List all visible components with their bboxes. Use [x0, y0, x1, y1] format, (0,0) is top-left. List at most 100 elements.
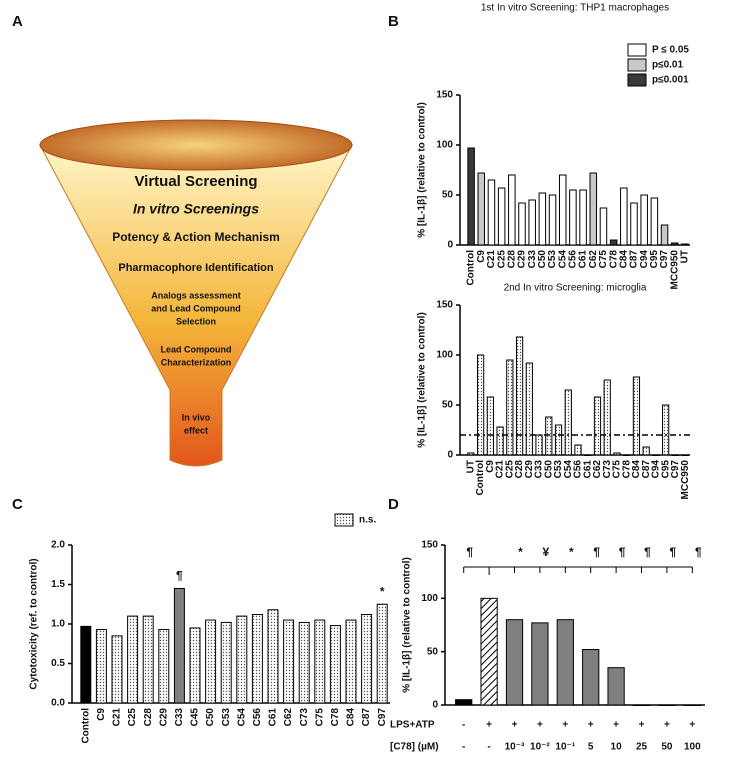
significance: ¶ — [176, 569, 183, 583]
bar — [267, 609, 279, 704]
funnel-stage: Virtual Screening — [134, 173, 257, 190]
x-tick-label: Control — [466, 250, 477, 286]
legend-label: P ≤ 0.05 — [652, 45, 689, 56]
x-tick-label: C84 — [346, 708, 357, 727]
row-value: + — [588, 720, 594, 731]
significance: ¶ — [644, 545, 651, 559]
row-value: 25 — [636, 742, 648, 753]
row-label: LPS+ATP — [390, 720, 435, 731]
panel-label: D — [388, 496, 399, 513]
bar — [632, 704, 651, 706]
funnel-stage: Potency & Action Mechanism — [112, 230, 280, 244]
bar — [314, 619, 326, 704]
panel-label: B — [388, 13, 399, 30]
x-tick-label: C78 — [330, 708, 341, 727]
bar — [173, 587, 185, 704]
x-tick-label: C78 — [621, 460, 632, 479]
bar — [476, 354, 485, 456]
row-value: - — [487, 742, 490, 753]
x-tick-label: C50 — [543, 460, 554, 479]
row-value: + — [562, 720, 568, 731]
x-tick-label: C33 — [174, 708, 185, 727]
significance: ¶ — [619, 545, 626, 559]
bar — [599, 207, 608, 246]
bar — [477, 172, 486, 246]
bar — [508, 174, 516, 246]
row-value: + — [537, 720, 543, 731]
funnel-stage: Selection — [176, 316, 216, 326]
bar — [640, 194, 648, 246]
bar — [518, 202, 526, 246]
row-value: 5 — [588, 742, 594, 753]
bar — [630, 202, 638, 246]
x-tick-label: C50 — [537, 250, 548, 269]
bar — [660, 224, 669, 246]
row-value: 50 — [661, 742, 673, 753]
funnel-rim — [39, 119, 353, 171]
bar — [593, 396, 602, 456]
x-tick-label: C62 — [588, 250, 599, 269]
bar — [467, 147, 475, 246]
bar — [298, 621, 310, 704]
y-axis-label: % [IL-1β] (relative to control) — [417, 102, 428, 238]
y-tick-label: 2.0 — [51, 540, 65, 551]
x-tick-label: C53 — [547, 250, 558, 269]
bar — [506, 359, 514, 456]
bar — [329, 625, 341, 704]
y-tick-label: 150 — [436, 90, 453, 101]
x-tick-label: C84 — [618, 250, 629, 269]
y-tick-label: 0 — [447, 240, 453, 251]
x-tick-label: C25 — [127, 708, 138, 727]
x-tick-label: Control — [80, 708, 91, 744]
x-tick-label: C54 — [557, 250, 568, 269]
x-tick-label: C94 — [639, 250, 650, 269]
bar — [111, 635, 123, 704]
y-tick-label: 1.0 — [51, 619, 65, 630]
funnel-stage: In vitro Screenings — [133, 201, 259, 217]
x-tick-label: C95 — [649, 250, 660, 269]
row-value: + — [486, 720, 492, 731]
bar — [662, 404, 670, 456]
x-tick-label: C75 — [314, 708, 325, 727]
y-axis-label: % [IL-1β] (relative to control) — [417, 312, 428, 448]
y-tick-label: 100 — [436, 350, 453, 361]
x-tick-label: C28 — [506, 250, 517, 269]
x-tick-label: C45 — [190, 708, 201, 727]
significance: ¶ — [695, 545, 702, 559]
bar — [574, 444, 582, 456]
x-tick-label: C21 — [486, 250, 497, 269]
funnel-stage: Pharmacophore Identification — [118, 262, 274, 274]
x-tick-label: C97 — [659, 250, 670, 269]
legend-label: p≤0.01 — [652, 60, 683, 71]
funnel-stage: effect — [184, 425, 208, 435]
funnel-stage: In vivo — [182, 412, 211, 422]
y-tick-label: 50 — [442, 400, 454, 411]
bar — [496, 426, 504, 456]
funnel-stage: Lead Compound — [161, 344, 232, 354]
bar — [158, 629, 170, 704]
y-tick-label: 100 — [436, 140, 453, 151]
bar — [220, 621, 232, 704]
x-tick-label: C33 — [534, 460, 545, 479]
x-tick-label: C28 — [514, 460, 525, 479]
x-tick-label: C78 — [608, 250, 619, 269]
x-tick-label: MCC950 — [669, 250, 680, 290]
bar — [558, 174, 567, 246]
x-tick-label: C97 — [377, 708, 388, 727]
x-tick-label: C9 — [485, 460, 496, 473]
funnel-body — [39, 144, 353, 467]
funnel — [39, 119, 353, 467]
row-value: - — [462, 742, 465, 753]
bar — [236, 615, 248, 704]
legend-label: p≤0.001 — [652, 75, 689, 86]
bar — [142, 615, 154, 704]
bar — [650, 197, 659, 246]
bar — [505, 619, 524, 706]
x-tick-label: C87 — [629, 250, 640, 269]
row-value: 10⁻³ — [505, 742, 525, 753]
y-tick-label: 100 — [421, 593, 438, 604]
legend-swatch — [334, 513, 354, 527]
y-tick-label: 50 — [427, 646, 439, 657]
bar — [683, 704, 701, 706]
